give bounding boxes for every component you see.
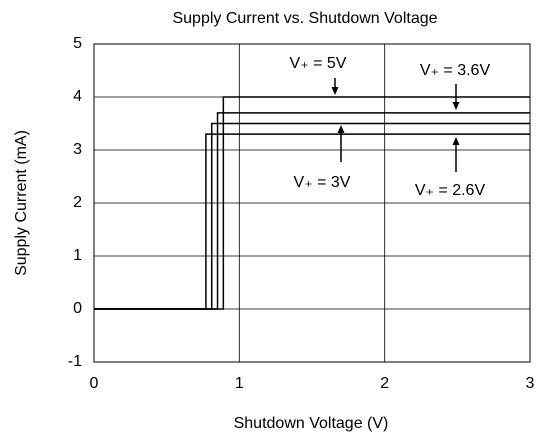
x-tick-label: 3 <box>526 375 535 392</box>
annotation: V₊ = 3.6V <box>420 62 491 79</box>
x-tick-label: 1 <box>235 375 244 392</box>
arrow-head <box>452 137 460 145</box>
series-line <box>94 133 530 310</box>
x-tick-label: 0 <box>90 375 99 392</box>
chart-title: Supply Current vs. Shutdown Voltage <box>172 10 437 27</box>
y-tick-label: -1 <box>68 353 82 370</box>
y-tick-label: 5 <box>73 35 82 52</box>
annotation: V₊ = 3V <box>294 174 351 191</box>
annotation-bg <box>278 172 366 194</box>
arrow-head <box>337 125 345 133</box>
arrow-head <box>452 102 460 110</box>
arrow-head <box>331 87 339 95</box>
series-line <box>94 122 530 310</box>
series-line <box>94 112 530 310</box>
y-axis-label: Supply Current (mA) <box>13 130 30 276</box>
y-tick-label: 1 <box>73 247 82 264</box>
annotation: V₊ = 2.6V <box>415 182 486 199</box>
y-tick-label: 0 <box>73 300 82 317</box>
annotation: V₊ = 5V <box>290 55 347 72</box>
annotation-bg <box>406 180 494 202</box>
x-axis-label: Shutdown Voltage (V) <box>234 415 389 432</box>
y-tick-label: 4 <box>73 88 82 105</box>
x-tick-label: 2 <box>380 375 389 392</box>
y-tick-label: 2 <box>73 194 82 211</box>
y-tick-label: 3 <box>73 141 82 158</box>
